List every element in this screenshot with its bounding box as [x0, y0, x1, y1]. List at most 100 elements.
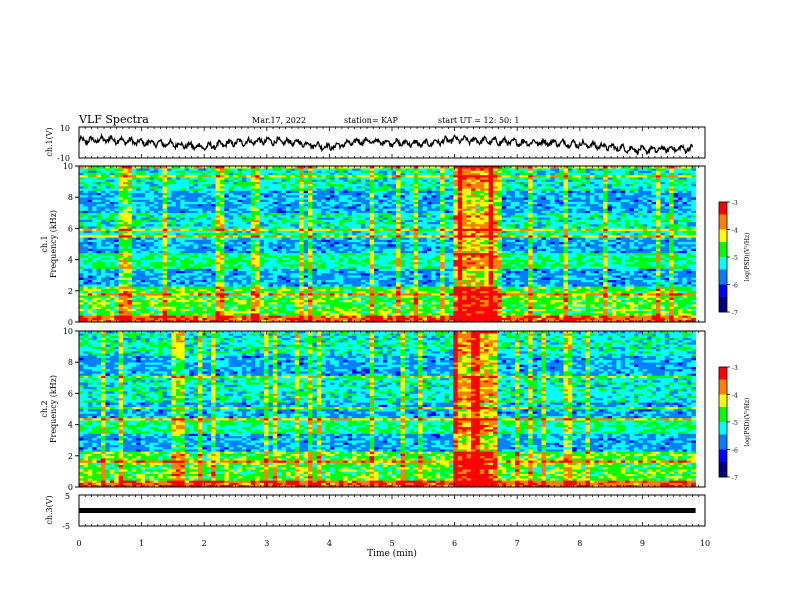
spectrogram-cell — [237, 306, 243, 309]
spectrogram-cell — [338, 166, 344, 169]
spectrogram-cell — [259, 179, 265, 182]
spectrogram-cell — [202, 230, 208, 234]
spectrogram-cell — [167, 190, 172, 194]
spectrogram-cell — [83, 219, 89, 223]
spectrogram-cell — [250, 315, 256, 318]
spectrogram-cell — [294, 192, 300, 196]
spectrogram-cell — [321, 190, 326, 194]
spectrogram-cell — [308, 232, 313, 236]
spectrogram-cell — [308, 272, 313, 276]
spectrogram-cell — [277, 297, 282, 301]
spectrogram-cell — [136, 257, 141, 260]
spectrogram-cell — [343, 310, 348, 314]
spectrogram-cell — [175, 201, 181, 205]
spectrogram-cell — [109, 317, 115, 321]
spectrogram-cell — [96, 210, 102, 214]
spectrogram-cell — [153, 288, 159, 292]
spectrogram-cell — [281, 306, 287, 309]
spectrogram-cell — [206, 290, 212, 294]
spectrogram-cell — [193, 237, 199, 240]
spectrogram-cell — [167, 257, 172, 260]
spectrogram-cell — [250, 288, 256, 292]
spectrogram-cell — [153, 286, 159, 289]
spectrogram-cell — [378, 201, 384, 205]
spectrogram-cell — [184, 261, 190, 265]
spectrogram-cell — [290, 319, 296, 323]
spectrogram-cell — [237, 304, 243, 307]
spectrogram-cell — [153, 299, 159, 303]
spectrogram-cell — [356, 299, 362, 303]
spectrogram-cell — [123, 177, 128, 180]
spectrogram-cell — [224, 170, 230, 173]
spectrogram-cell — [105, 310, 111, 314]
spectrogram-cell — [158, 306, 163, 309]
spectrogram-cell — [281, 226, 287, 229]
spectrogram-cell — [211, 266, 216, 269]
spectrogram-cell — [277, 201, 282, 205]
spectrogram-cell — [83, 297, 89, 301]
spectrogram-cell — [118, 194, 124, 198]
spectrogram-cell — [140, 275, 146, 278]
spectrogram-cell — [382, 203, 388, 207]
spectrogram-cell — [382, 301, 388, 305]
spectrogram-cell — [87, 197, 93, 200]
spectrogram-cell — [308, 246, 313, 249]
spectrogram-cell — [308, 286, 313, 289]
spectrogram-cell — [387, 199, 393, 202]
spectrogram-cell — [374, 270, 379, 274]
spectrogram-cell — [123, 192, 128, 196]
spectrogram-cell — [118, 288, 124, 292]
spectrogram-cell — [158, 270, 163, 274]
spectrogram-cell — [250, 172, 256, 176]
spectrogram-cell — [153, 186, 159, 189]
spectrogram-cell — [123, 172, 128, 176]
spectrogram-cell — [96, 248, 102, 251]
spectrogram-cell — [312, 304, 318, 307]
spectrogram-cell — [127, 272, 133, 276]
spectrogram-cell — [378, 208, 384, 211]
spectrogram-cell — [131, 210, 137, 214]
spectrogram-cell — [184, 293, 190, 296]
spectrogram-cell — [162, 275, 168, 278]
spectrogram-cell — [83, 166, 89, 169]
spectrogram-cell — [202, 288, 208, 292]
spectrogram-cell — [206, 239, 212, 243]
spectrogram-cell — [171, 237, 177, 240]
spectrogram-cell — [211, 246, 216, 249]
spectrogram-cell — [118, 304, 124, 307]
spectrogram-cell — [312, 230, 318, 234]
spectrogram-cell — [189, 264, 194, 267]
spectrogram-cell — [149, 230, 155, 234]
spectrogram-cell — [286, 179, 291, 182]
spectrogram-cell — [237, 212, 243, 216]
spectrogram-cell — [391, 304, 397, 307]
spectrogram-cell — [109, 257, 115, 260]
spectrogram-cell — [180, 239, 185, 243]
spectrogram-cell — [281, 183, 287, 187]
spectrogram-cell — [303, 221, 309, 225]
spectrogram-cell — [365, 313, 370, 316]
spectrogram-cell — [365, 279, 370, 283]
spectrogram-cell — [83, 281, 89, 285]
spectrogram-cell — [202, 197, 208, 200]
spectrogram-cell — [334, 197, 340, 200]
spectrogram-cell — [382, 183, 388, 187]
spectrogram-cell — [105, 244, 111, 247]
spectrogram-cell — [263, 304, 269, 307]
spectrogram-cell — [162, 226, 168, 229]
spectrogram-cell — [83, 181, 89, 185]
spectrogram-cell — [92, 281, 97, 285]
spectrogram-cell — [153, 259, 159, 263]
spectrogram-cell — [131, 208, 137, 211]
spectrogram-cell — [118, 279, 124, 283]
spectrogram-cell — [114, 250, 119, 254]
spectrogram-cell — [286, 268, 291, 272]
spectrogram-cell — [369, 239, 375, 243]
spectrogram-cell — [277, 246, 282, 249]
spectrogram-cell — [114, 315, 119, 318]
spectrogram-cell — [294, 290, 300, 294]
spectrogram-cell — [127, 315, 133, 318]
spectrogram-cell — [316, 248, 322, 251]
spectrogram-cell — [162, 192, 168, 196]
spectrogram-cell — [145, 219, 150, 223]
